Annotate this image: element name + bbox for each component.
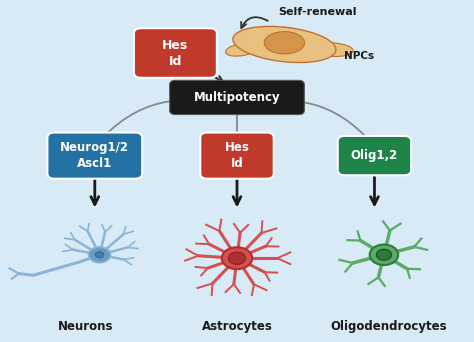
Text: Hes
Id: Hes Id <box>225 141 249 170</box>
Circle shape <box>95 252 104 258</box>
Text: Oligodendrocytes: Oligodendrocytes <box>330 320 447 333</box>
Ellipse shape <box>233 26 336 63</box>
Text: NPCs: NPCs <box>344 51 374 62</box>
Text: Astrocytes: Astrocytes <box>201 320 273 333</box>
FancyBboxPatch shape <box>170 80 304 115</box>
Text: Neurons: Neurons <box>57 320 113 333</box>
Circle shape <box>222 247 252 269</box>
Text: Neurog1/2
Ascl1: Neurog1/2 Ascl1 <box>60 141 129 170</box>
Circle shape <box>89 247 110 263</box>
FancyBboxPatch shape <box>200 132 274 179</box>
Text: Olig1,2: Olig1,2 <box>351 149 398 162</box>
FancyBboxPatch shape <box>337 136 411 175</box>
FancyBboxPatch shape <box>47 132 142 179</box>
Ellipse shape <box>310 43 353 56</box>
Ellipse shape <box>226 43 258 56</box>
Circle shape <box>228 252 246 264</box>
Text: Self-renewal: Self-renewal <box>278 7 357 17</box>
Ellipse shape <box>264 32 304 54</box>
Text: Hes
Id: Hes Id <box>162 39 189 67</box>
Circle shape <box>370 245 398 265</box>
FancyArrowPatch shape <box>241 17 268 28</box>
Circle shape <box>376 249 392 260</box>
FancyBboxPatch shape <box>134 28 217 78</box>
Text: Multipotency: Multipotency <box>194 91 280 104</box>
